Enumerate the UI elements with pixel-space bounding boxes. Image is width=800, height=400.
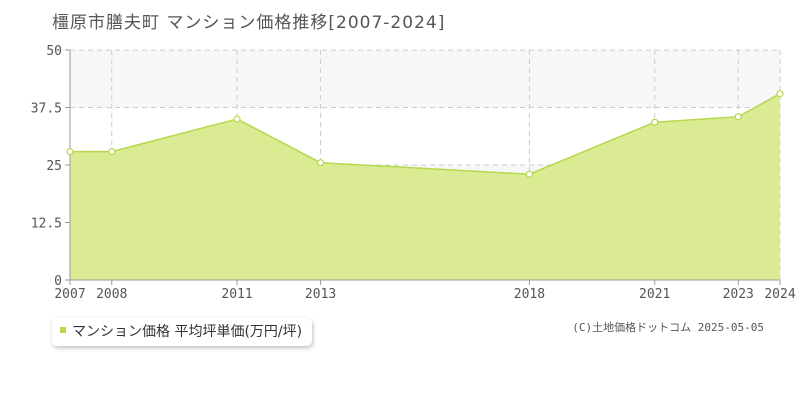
data-point — [651, 118, 659, 126]
chart-title: 橿原市膳夫町 マンション価格推移[2007-2024] — [52, 13, 446, 33]
y-tick-label: 25 — [46, 159, 62, 174]
x-tick-label: 2007 — [54, 287, 85, 302]
data-point — [233, 115, 241, 123]
x-tick-label: 2008 — [96, 287, 127, 302]
x-tick-label: 2024 — [764, 287, 795, 302]
x-tick-label: 2023 — [723, 287, 754, 302]
legend-label: マンション価格 平均坪単価(万円/坪) — [72, 324, 303, 340]
x-tick-label: 2018 — [514, 287, 545, 302]
series-line — [70, 93, 781, 175]
data-point — [525, 170, 534, 178]
y-tick-label: 50 — [46, 44, 62, 59]
data-point — [316, 159, 325, 167]
y-tick-label: 0 — [54, 274, 62, 289]
x-tick-label: 2013 — [305, 287, 336, 302]
data-point — [776, 90, 784, 98]
data-point — [734, 113, 742, 121]
x-tick-label: 2021 — [639, 287, 670, 302]
series-area — [70, 93, 780, 280]
y-tick-label: 37.5 — [31, 102, 62, 117]
data-point — [66, 148, 74, 156]
legend: マンション価格 平均坪単価(万円/坪) — [52, 318, 313, 346]
grid-band — [70, 50, 780, 108]
y-tick-label: 12.5 — [31, 217, 62, 232]
data-point — [108, 148, 116, 156]
legend-marker — [60, 327, 66, 333]
credit-text: (C)土地価格ドットコム 2025-05-05 — [572, 321, 764, 334]
x-tick-label: 2011 — [221, 287, 252, 302]
